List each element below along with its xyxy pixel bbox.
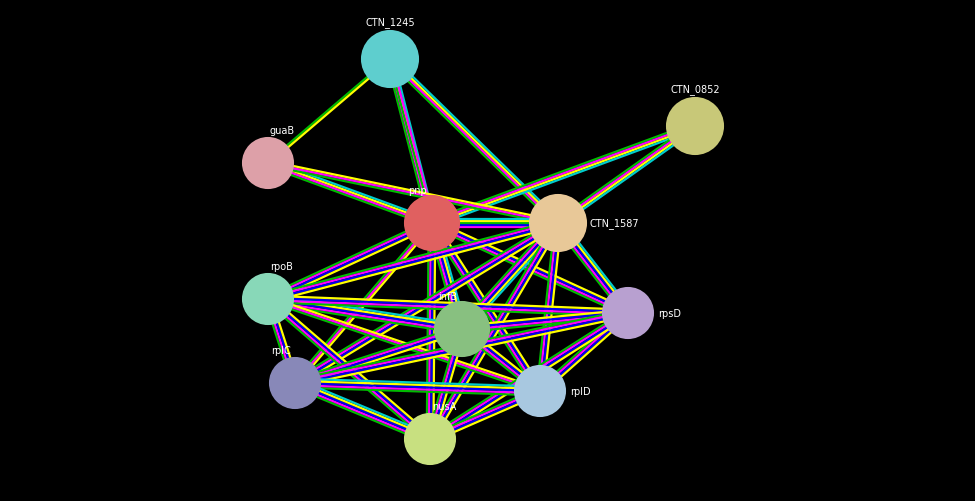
Text: CTN_1587: CTN_1587 [590,218,640,229]
Text: pnp: pnp [409,186,427,195]
Text: rplD: rplD [570,386,591,396]
Text: rpsD: rpsD [658,309,681,318]
Text: infB: infB [438,292,457,302]
Circle shape [603,289,653,338]
Text: rplC: rplC [271,345,291,355]
Text: CTN_0852: CTN_0852 [670,84,720,95]
Circle shape [405,414,455,464]
Text: rpoB: rpoB [270,262,292,272]
Text: nusA: nusA [432,401,456,411]
Text: guaB: guaB [270,126,295,136]
Circle shape [435,303,489,356]
Circle shape [243,139,293,188]
Circle shape [270,358,320,408]
Circle shape [243,275,293,324]
Circle shape [362,32,418,88]
Text: CTN_1245: CTN_1245 [366,17,414,28]
Circle shape [515,366,565,416]
Circle shape [530,195,586,252]
Circle shape [667,99,723,155]
Circle shape [405,196,459,250]
